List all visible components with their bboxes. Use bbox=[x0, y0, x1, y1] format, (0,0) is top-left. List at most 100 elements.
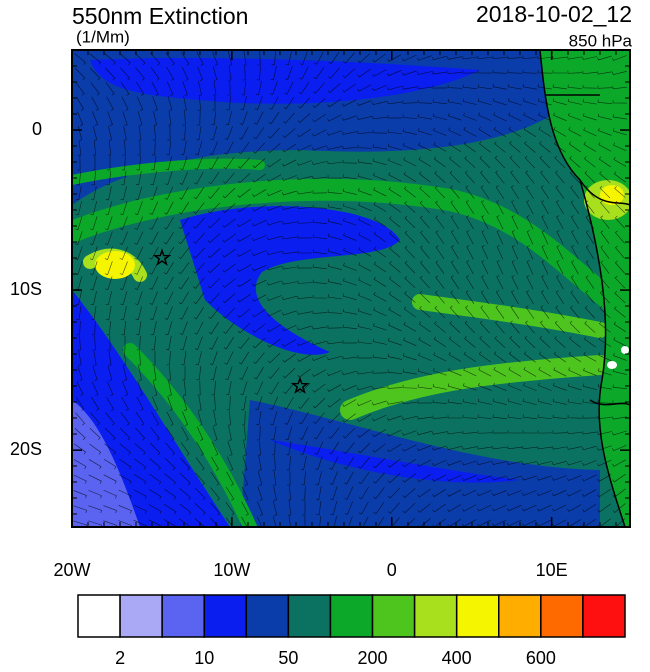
wind-barb bbox=[481, 245, 489, 260]
wind-barb bbox=[387, 70, 402, 77]
wind-barb bbox=[135, 412, 145, 426]
wind-barb bbox=[507, 69, 523, 74]
colorbar-box bbox=[582, 594, 626, 638]
wind-barb bbox=[178, 291, 189, 305]
colorbar-box bbox=[77, 594, 121, 638]
wind-barb bbox=[282, 128, 296, 139]
wind-barb bbox=[582, 56, 597, 60]
wind-barb bbox=[149, 216, 159, 230]
wind-barb bbox=[342, 356, 357, 360]
wind-barb bbox=[387, 101, 402, 105]
wind-barb bbox=[312, 295, 328, 299]
wind-barb bbox=[537, 446, 552, 450]
wind-barb bbox=[238, 157, 250, 169]
wind-barb bbox=[477, 504, 492, 512]
wind-barb bbox=[179, 171, 189, 185]
wind-barb bbox=[104, 443, 116, 455]
wind-barb bbox=[583, 127, 597, 137]
wind-barb bbox=[387, 385, 403, 389]
wind-barb bbox=[507, 398, 522, 406]
wind-barb bbox=[507, 475, 522, 481]
wind-barb bbox=[358, 232, 372, 242]
wind-barb bbox=[255, 396, 263, 411]
wind-barb bbox=[342, 399, 357, 407]
wind-barb bbox=[134, 443, 146, 455]
wind-barb bbox=[149, 473, 162, 485]
wind-barb bbox=[432, 367, 447, 376]
wind-barb bbox=[511, 230, 519, 245]
wind-barb bbox=[195, 141, 203, 156]
wind-barb bbox=[539, 320, 550, 334]
wind-barb bbox=[208, 187, 220, 199]
wind-barb bbox=[282, 296, 297, 301]
wind-barb bbox=[210, 366, 217, 381]
wind-barb bbox=[537, 461, 552, 465]
wind-barb bbox=[538, 382, 552, 391]
wind-barb bbox=[271, 440, 276, 456]
wind-barb bbox=[387, 54, 402, 62]
wind-barb bbox=[450, 275, 460, 289]
wind-barb bbox=[239, 126, 249, 140]
wind-barb bbox=[539, 155, 551, 169]
wind-barb bbox=[507, 83, 522, 90]
wind-barb bbox=[537, 475, 552, 481]
wind-barb bbox=[138, 126, 142, 141]
wind-barb bbox=[149, 261, 159, 275]
wind-barb bbox=[166, 141, 172, 156]
wind-barb bbox=[241, 410, 246, 426]
wind-barb bbox=[492, 475, 507, 481]
wind-barb bbox=[237, 219, 252, 227]
wind-barb bbox=[88, 474, 102, 484]
wind-barb bbox=[123, 351, 127, 366]
wind-barb bbox=[297, 382, 311, 394]
wind-barb bbox=[433, 142, 447, 152]
colorbar-box bbox=[540, 594, 584, 638]
wind-barb bbox=[554, 320, 565, 334]
wind-barb bbox=[343, 456, 355, 470]
wind-barb bbox=[402, 430, 417, 436]
wind-barb bbox=[314, 441, 324, 455]
wind-barb bbox=[150, 321, 157, 336]
wind-barb bbox=[612, 503, 626, 513]
wind-barb bbox=[240, 96, 247, 111]
wind-barb bbox=[316, 501, 322, 516]
wind-barb bbox=[297, 340, 312, 347]
wind-barb bbox=[226, 456, 234, 471]
wind-barb bbox=[312, 234, 327, 240]
wind-barb bbox=[389, 276, 401, 288]
wind-barb bbox=[615, 245, 625, 259]
wind-barb bbox=[252, 323, 266, 333]
wind-barb bbox=[582, 84, 598, 89]
wind-barb bbox=[153, 111, 157, 126]
wind-barb bbox=[403, 306, 416, 318]
wind-barb bbox=[420, 245, 430, 259]
wind-barb bbox=[402, 459, 417, 468]
units: (1/Mm) bbox=[76, 27, 130, 46]
wind-barb bbox=[75, 186, 82, 201]
wind-barb bbox=[271, 51, 276, 66]
wind-barb bbox=[552, 70, 568, 74]
wind-barb bbox=[238, 142, 250, 155]
wind-barb bbox=[122, 111, 128, 126]
wind-barb bbox=[329, 456, 339, 470]
wind-barb bbox=[297, 235, 313, 239]
wind-barb bbox=[433, 156, 446, 168]
wind-barb bbox=[585, 275, 595, 289]
wind-barb bbox=[584, 185, 595, 199]
wind-barb bbox=[74, 428, 86, 441]
wind-barb bbox=[107, 141, 112, 156]
wind-barb bbox=[282, 251, 297, 255]
wind-barb bbox=[165, 52, 175, 66]
wind-barb bbox=[282, 339, 297, 347]
wind-barb bbox=[151, 411, 159, 426]
wind-barb bbox=[418, 352, 432, 361]
wind-barb bbox=[597, 445, 612, 451]
wind-barb bbox=[538, 351, 551, 363]
wind-barb bbox=[196, 441, 204, 456]
wind-barb bbox=[106, 396, 115, 411]
colorbar: 2 10 50 200 400 600 bbox=[77, 594, 626, 668]
wind-barb bbox=[297, 295, 312, 300]
wind-barb bbox=[178, 232, 190, 245]
wind-barb bbox=[507, 55, 523, 59]
